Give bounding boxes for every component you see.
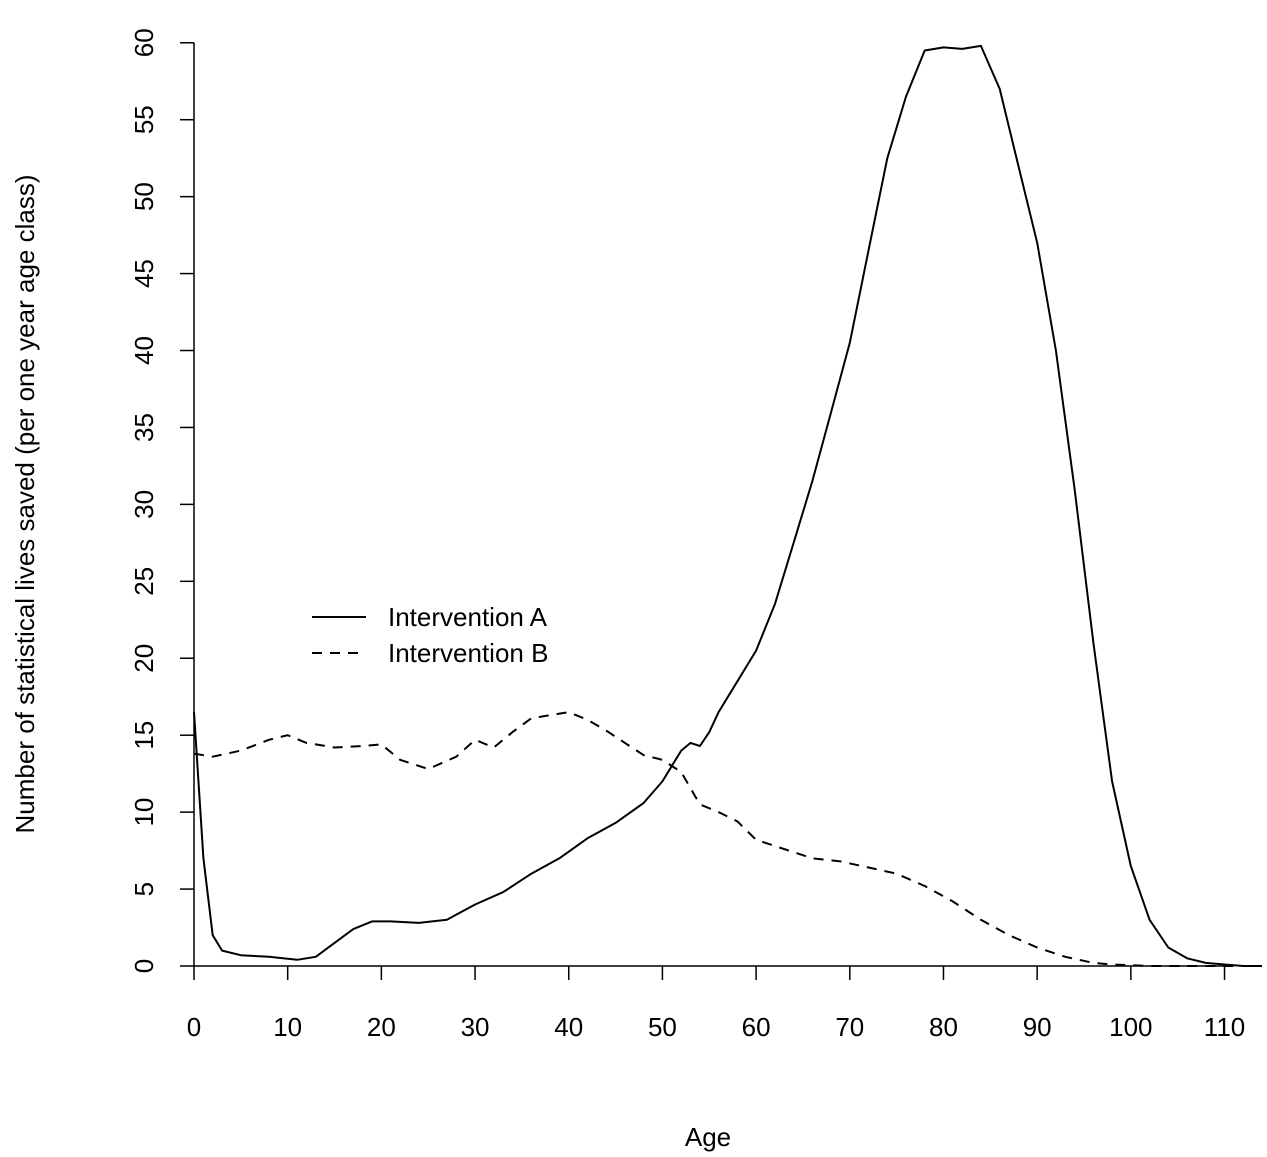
y-tick-label: 35 <box>129 413 159 442</box>
y-tick-label: 10 <box>129 798 159 827</box>
y-tick-label: 60 <box>129 28 159 57</box>
x-tick-label: 40 <box>554 1012 583 1042</box>
legend-label-2: Intervention B <box>388 638 548 668</box>
y-tick-label: 30 <box>129 490 159 519</box>
x-tick-label: 60 <box>742 1012 771 1042</box>
series-line-2 <box>193 711 1262 967</box>
x-tick-label: 70 <box>835 1012 864 1042</box>
y-axis-title: Number of statistical lives saved (per o… <box>10 175 40 834</box>
x-tick-label: 0 <box>187 1012 201 1042</box>
y-tick-label: 0 <box>129 959 159 973</box>
y-tick-label: 5 <box>129 882 159 896</box>
axes: 0 10 20 30 40 50 60 70 80 90 100 110 0 5 10 15 20 25 30 35 4… <box>129 28 1245 1042</box>
x-tick-label: 110 <box>1204 1012 1245 1042</box>
legend: Intervention A Intervention B <box>312 602 548 668</box>
y-tick-label: 15 <box>129 721 159 750</box>
x-tick-label: 30 <box>461 1012 490 1042</box>
y-tick-label: 40 <box>129 336 159 365</box>
legend-label-1: Intervention A <box>388 602 548 632</box>
plot-area <box>193 44 1262 967</box>
x-tick-label: 20 <box>367 1012 396 1042</box>
x-tick-label: 10 <box>273 1012 302 1042</box>
y-tick-label: 55 <box>129 105 159 134</box>
y-tick-label: 50 <box>129 182 159 211</box>
x-tick-label: 50 <box>648 1012 677 1042</box>
x-tick-label: 90 <box>1023 1012 1052 1042</box>
x-axis-title: Age <box>685 1122 731 1152</box>
y-tick-label: 20 <box>129 644 159 673</box>
y-tick-label: 25 <box>129 567 159 596</box>
x-tick-label: 80 <box>929 1012 958 1042</box>
series-line-1 <box>193 44 1262 967</box>
y-tick-label: 45 <box>129 259 159 288</box>
x-tick-label: 100 <box>1109 1012 1152 1042</box>
